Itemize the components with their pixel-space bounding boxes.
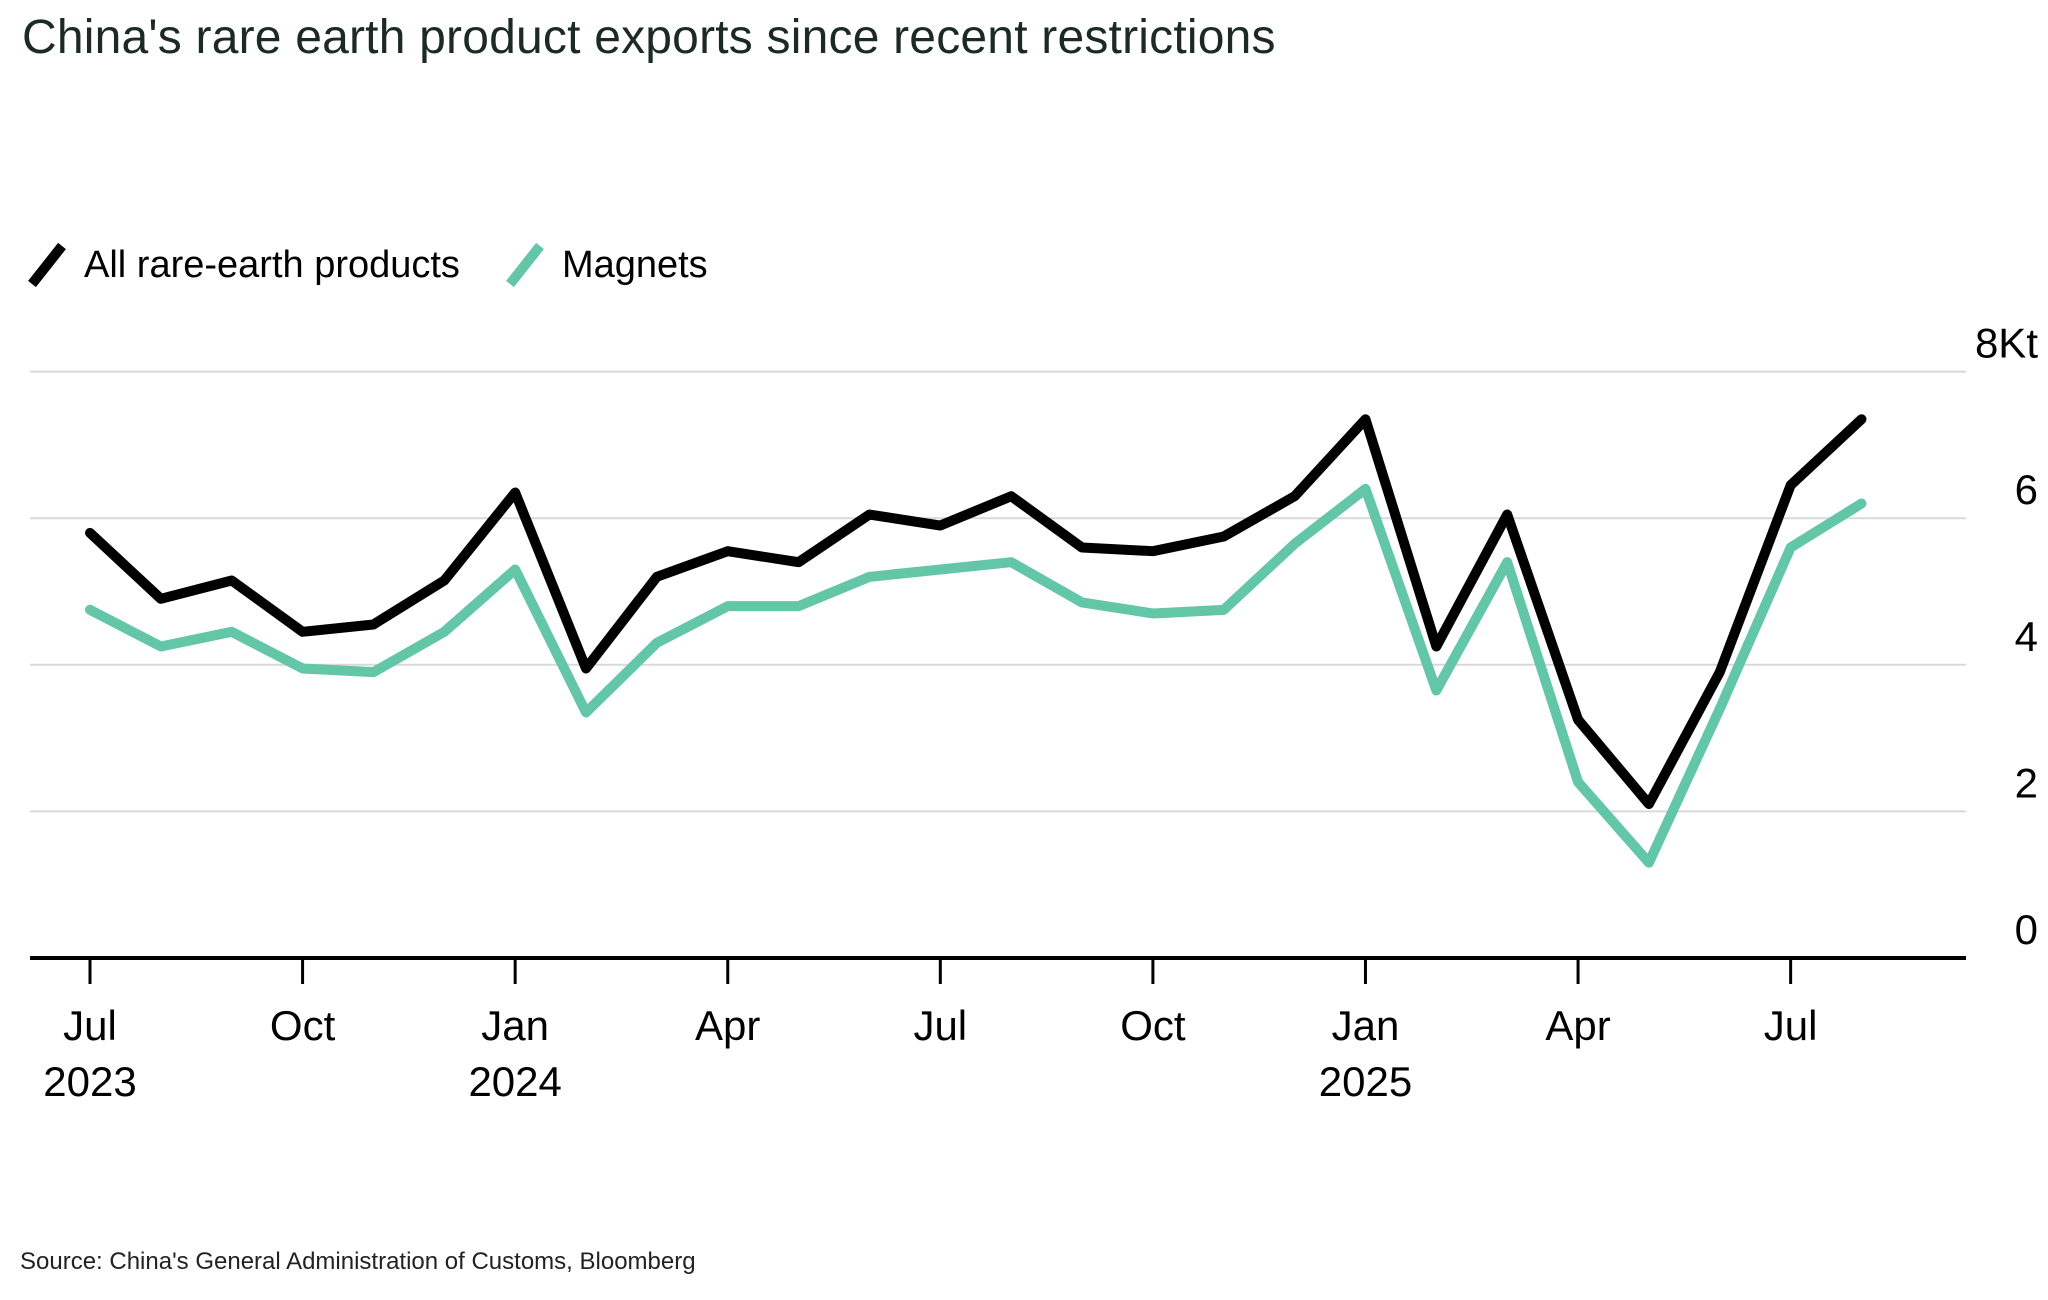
y-tick-label-2: 2 bbox=[2015, 759, 2038, 806]
y-tick-label-8Kt: 8Kt bbox=[1975, 320, 2038, 367]
x-tick-label-4: Jul bbox=[913, 1002, 967, 1049]
x-tick-label-7: Apr bbox=[1545, 1002, 1610, 1049]
y-tick-label-6: 6 bbox=[2015, 466, 2038, 513]
legend-item-magnets: Magnets bbox=[504, 240, 708, 290]
x-tick-label-0: Jul bbox=[63, 1002, 117, 1049]
legend-label-all-products: All rare-earth products bbox=[84, 243, 460, 286]
y-tick-label-4: 4 bbox=[2015, 613, 2038, 660]
x-tick-label-2: Jan bbox=[481, 1002, 549, 1049]
y-tick-label-0: 0 bbox=[2015, 906, 2038, 953]
legend-slash-icon-magnets bbox=[506, 242, 544, 288]
x-tick-label-8: Jul bbox=[1764, 1002, 1818, 1049]
x-year-label-1: 2024 bbox=[468, 1058, 561, 1105]
legend-label-magnets: Magnets bbox=[561, 243, 708, 286]
series-line-all-rare-earth-products bbox=[85, 414, 1867, 810]
chart-title: China's rare earth product exports since… bbox=[22, 11, 1276, 64]
x-year-label-0: 2023 bbox=[43, 1058, 136, 1105]
series-line-magnets bbox=[85, 483, 1867, 868]
legend-item-all-products: All rare-earth products bbox=[26, 240, 460, 290]
x-tick-label-6: Jan bbox=[1332, 1002, 1400, 1049]
x-tick-label-3: Apr bbox=[695, 1002, 760, 1049]
x-year-label-2: 2025 bbox=[1319, 1058, 1412, 1105]
x-tick-label-1: Oct bbox=[270, 1002, 336, 1049]
x-tick-label-5: Oct bbox=[1120, 1002, 1186, 1049]
source-attribution: Source: China's General Administration o… bbox=[20, 1248, 696, 1275]
legend-slash-icon-all-products bbox=[28, 242, 66, 288]
legend: All rare-earth products Magnets bbox=[26, 240, 708, 290]
